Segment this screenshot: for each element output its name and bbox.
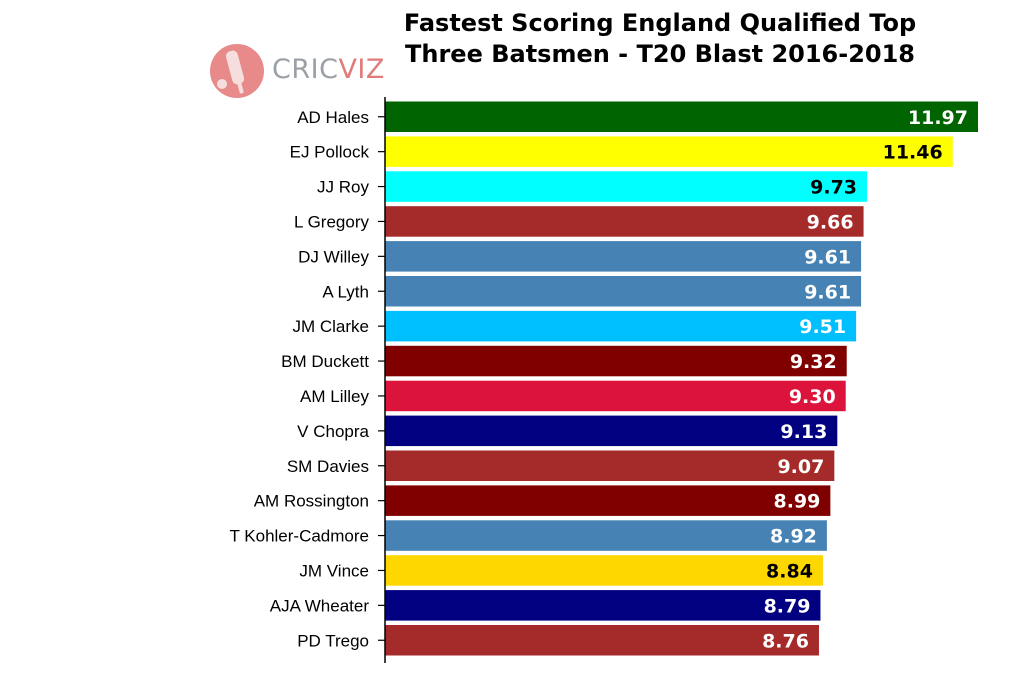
bar-3 [385,206,864,237]
bar-6 [385,310,857,342]
logo-text-cric: CRIC [272,54,339,85]
chart-title: Fastest Scoring England Qualified Top Th… [360,8,960,70]
bar-14 [385,590,821,621]
y-tick-label-2: JJ Roy [317,178,369,197]
bar-value-label-1: 11.46 [883,142,943,164]
bar-8 [385,380,846,412]
bar-value-label-0: 11.97 [908,107,968,129]
y-tick-label-13: JM Vince [299,561,369,580]
bar-15 [385,625,819,656]
bar-5 [385,276,862,307]
y-tick-label-6: JM Clarke [292,317,369,336]
bar-11 [385,485,831,516]
bar-value-label-6: 9.51 [799,316,846,338]
bar-value-label-8: 9.30 [789,386,836,408]
bar-13 [385,555,823,586]
bar-value-label-5: 9.61 [804,281,851,303]
y-tick-label-3: L Gregory [294,212,369,231]
y-tick-label-8: AM Lilley [300,387,369,406]
y-tick-label-9: V Chopra [297,422,369,441]
chart-title-line-1: Fastest Scoring England Qualified Top [403,9,917,37]
logo-wordmark: CRICVIZ [272,54,385,85]
bar-0 [385,101,978,132]
y-tick-label-11: AM Rossington [254,492,369,511]
bar-9 [385,415,838,447]
y-tick-label-0: AD Hales [297,108,369,127]
y-tick-label-5: A Lyth [322,282,369,301]
bar-2 [385,171,868,202]
y-tick-label-14: AJA Wheater [270,596,370,615]
bar-7 [385,345,847,377]
bar-value-label-14: 8.79 [764,595,811,617]
y-tick-label-10: SM Davies [287,457,369,476]
bar-value-label-2: 9.73 [810,177,857,199]
y-tick-label-1: EJ Pollock [290,143,370,162]
y-tick-label-12: T Kohler-Cadmore [229,527,369,546]
y-tick-label-7: BM Duckett [281,352,369,371]
bar-value-label-10: 9.07 [777,456,824,478]
bar-value-label-3: 9.66 [807,211,854,233]
bar-value-label-11: 8.99 [773,491,820,513]
bar-value-label-13: 8.84 [766,560,813,582]
y-tick-label-4: DJ Willey [298,247,369,266]
cricket-bat-ball-icon [210,44,264,98]
y-tick-label-15: PD Trego [297,631,369,650]
logo-text-viz: VIZ [338,54,385,85]
cricviz-logo: CRICVIZ [208,42,384,102]
bar-value-label-9: 9.13 [780,421,827,443]
bar-value-label-7: 9.32 [790,351,837,373]
bar-value-label-12: 8.92 [770,526,817,548]
bar-value-label-15: 8.76 [762,630,809,652]
bar-10 [385,450,835,481]
bar-1 [385,136,953,167]
bar-value-label-4: 9.61 [804,246,851,268]
bar-4 [385,241,862,272]
bar-12 [385,520,827,551]
chart-title-line-2: Three Batsmen - T20 Blast 2016-2018 [405,40,915,68]
